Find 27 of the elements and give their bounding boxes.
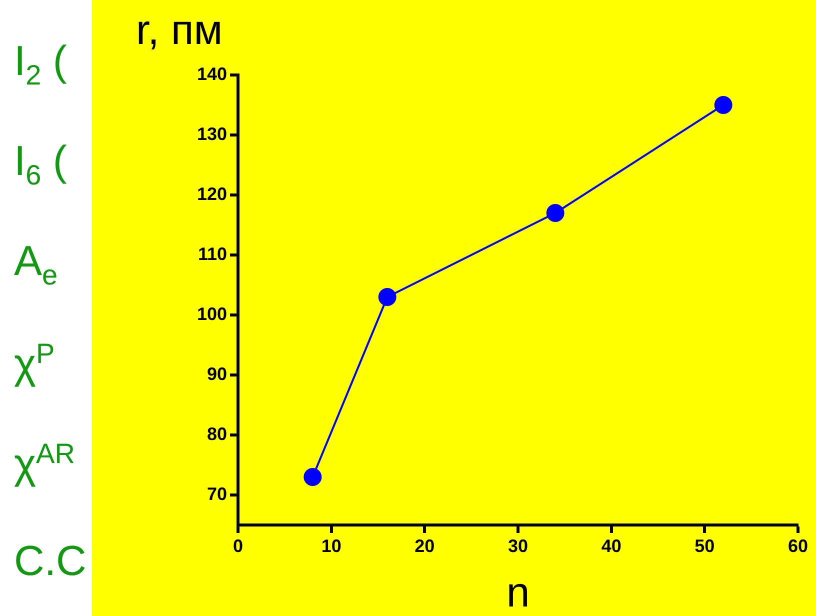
point: [714, 96, 732, 114]
text: χ$^{P}$: [14, 338, 55, 387]
x-tick-label: 60: [788, 536, 808, 556]
x-tick-label: 30: [508, 536, 528, 556]
x-tick-label: 0: [232, 536, 244, 556]
y-tick-label: 110: [198, 244, 227, 264]
x-axis-title: n: [506, 568, 530, 616]
y-tick-label: 140: [196, 64, 227, 84]
point: [304, 468, 322, 486]
text: I$_{6}$ (: [14, 137, 67, 190]
x-tick-label: 50: [694, 536, 715, 556]
x-tick-label: 10: [321, 536, 342, 556]
text: I$_{2}$ (: [14, 37, 67, 90]
y-tick-label: 100: [196, 304, 227, 324]
y-tick-label: 80: [206, 424, 227, 444]
point: [378, 288, 396, 306]
x-tick-label: 40: [601, 536, 622, 556]
text: χ$^{AR}$: [14, 438, 75, 487]
text: A$_{e}$: [14, 237, 58, 290]
y-tick-label: 90: [206, 364, 227, 384]
y-tick-label: 70: [206, 484, 227, 504]
y-axis-title: r, пм: [136, 6, 223, 53]
x-tick-label: 20: [414, 536, 435, 556]
point: [546, 204, 564, 222]
y-tick-label: 130: [196, 124, 227, 144]
y-tick-label: 120: [196, 184, 227, 204]
text: C.C: [14, 537, 86, 584]
